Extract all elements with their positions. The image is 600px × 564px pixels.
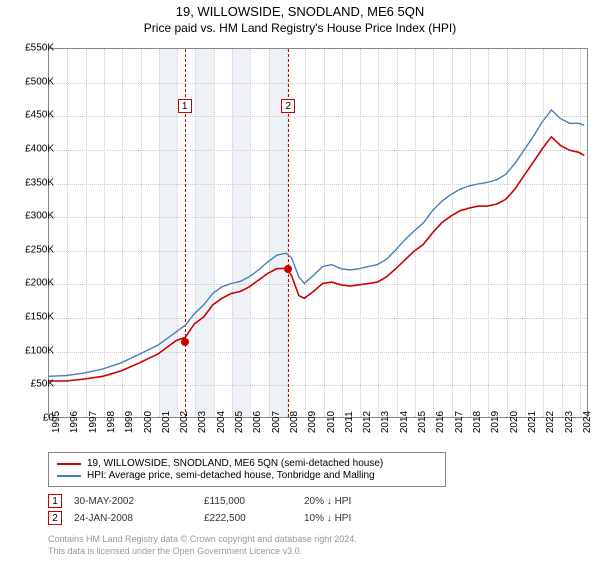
sale-date: 24-JAN-2008 <box>74 513 204 524</box>
y-tick-label: £450K <box>10 110 54 121</box>
x-tick-label: 2000 <box>143 411 154 433</box>
x-tick-label: 1997 <box>88 411 99 433</box>
sale-row: 1 30-MAY-2002£115,00020% ↓ HPI <box>48 494 404 508</box>
series-line <box>48 137 584 381</box>
chart-area: 12 <box>48 48 588 418</box>
x-tick-label: 2007 <box>271 411 282 433</box>
legend-label: HPI: Average price, semi-detached house,… <box>87 470 375 481</box>
x-tick-label: 2021 <box>527 411 538 433</box>
y-tick-label: £500K <box>10 76 54 87</box>
x-tick-label: 1999 <box>124 411 135 433</box>
x-tick-label: 2011 <box>344 411 355 433</box>
x-tick-label: 2010 <box>326 411 337 433</box>
y-tick-label: £250K <box>10 244 54 255</box>
x-tick-label: 2013 <box>380 411 391 433</box>
x-tick-label: 2024 <box>582 411 593 433</box>
x-tick-label: 2023 <box>564 411 575 433</box>
y-tick-label: £50K <box>10 379 54 390</box>
legend-item: 19, WILLOWSIDE, SNODLAND, ME6 5QN (semi-… <box>57 458 437 469</box>
sale-row: 2 24-JAN-2008£222,50010% ↓ HPI <box>48 511 404 525</box>
x-tick-label: 2016 <box>435 411 446 433</box>
x-tick-label: 2003 <box>197 411 208 433</box>
x-tick-label: 2006 <box>252 411 263 433</box>
x-tick-label: 2001 <box>161 411 172 433</box>
x-tick-label: 2018 <box>472 411 483 433</box>
x-tick-label: 1996 <box>69 411 80 433</box>
series-line <box>48 110 584 376</box>
x-tick-label: 2012 <box>362 411 373 433</box>
y-tick-label: £150K <box>10 312 54 323</box>
x-tick-label: 2019 <box>490 411 501 433</box>
x-tick-label: 2004 <box>216 411 227 433</box>
sale-hpi-delta: 10% ↓ HPI <box>304 513 404 524</box>
sales-table: 1 30-MAY-2002£115,00020% ↓ HPI 2 24-JAN-200… <box>48 494 404 528</box>
y-tick-label: £550K <box>10 43 54 54</box>
sale-row-marker: 2 <box>48 511 62 525</box>
legend: 19, WILLOWSIDE, SNODLAND, ME6 5QN (semi-… <box>48 452 446 487</box>
y-tick-label: £350K <box>10 177 54 188</box>
x-tick-label: 2008 <box>289 411 300 433</box>
y-tick-label: £100K <box>10 345 54 356</box>
x-tick-label: 2002 <box>179 411 190 433</box>
x-tick-label: 2022 <box>545 411 556 433</box>
sale-hpi-delta: 20% ↓ HPI <box>304 496 404 507</box>
legend-label: 19, WILLOWSIDE, SNODLAND, ME6 5QN (semi-… <box>87 458 383 469</box>
footnote: Contains HM Land Registry data © Crown c… <box>48 534 357 557</box>
footnote-line-2: This data is licensed under the Open Gov… <box>48 546 357 558</box>
sale-row-marker: 1 <box>48 494 62 508</box>
y-tick-label: £300K <box>10 211 54 222</box>
x-tick-label: 2014 <box>399 411 410 433</box>
y-tick-label: £0 <box>10 413 54 424</box>
y-tick-label: £400K <box>10 143 54 154</box>
x-tick-label: 2005 <box>234 411 245 433</box>
legend-swatch <box>57 475 81 477</box>
y-tick-label: £200K <box>10 278 54 289</box>
chart-title: 19, WILLOWSIDE, SNODLAND, ME6 5QN <box>0 4 600 19</box>
footnote-line-1: Contains HM Land Registry data © Crown c… <box>48 534 357 546</box>
line-series-svg <box>48 48 588 418</box>
x-tick-label: 2017 <box>454 411 465 433</box>
legend-item: HPI: Average price, semi-detached house,… <box>57 470 437 481</box>
x-tick-label: 2020 <box>509 411 520 433</box>
chart-subtitle: Price paid vs. HM Land Registry's House … <box>0 21 600 35</box>
x-tick-label: 1995 <box>51 411 62 433</box>
x-tick-label: 2009 <box>307 411 318 433</box>
sale-price: £115,000 <box>204 496 304 507</box>
sale-date: 30-MAY-2002 <box>74 496 204 507</box>
legend-swatch <box>57 463 81 465</box>
x-tick-label: 2015 <box>417 411 428 433</box>
sale-price: £222,500 <box>204 513 304 524</box>
x-tick-label: 1998 <box>106 411 117 433</box>
